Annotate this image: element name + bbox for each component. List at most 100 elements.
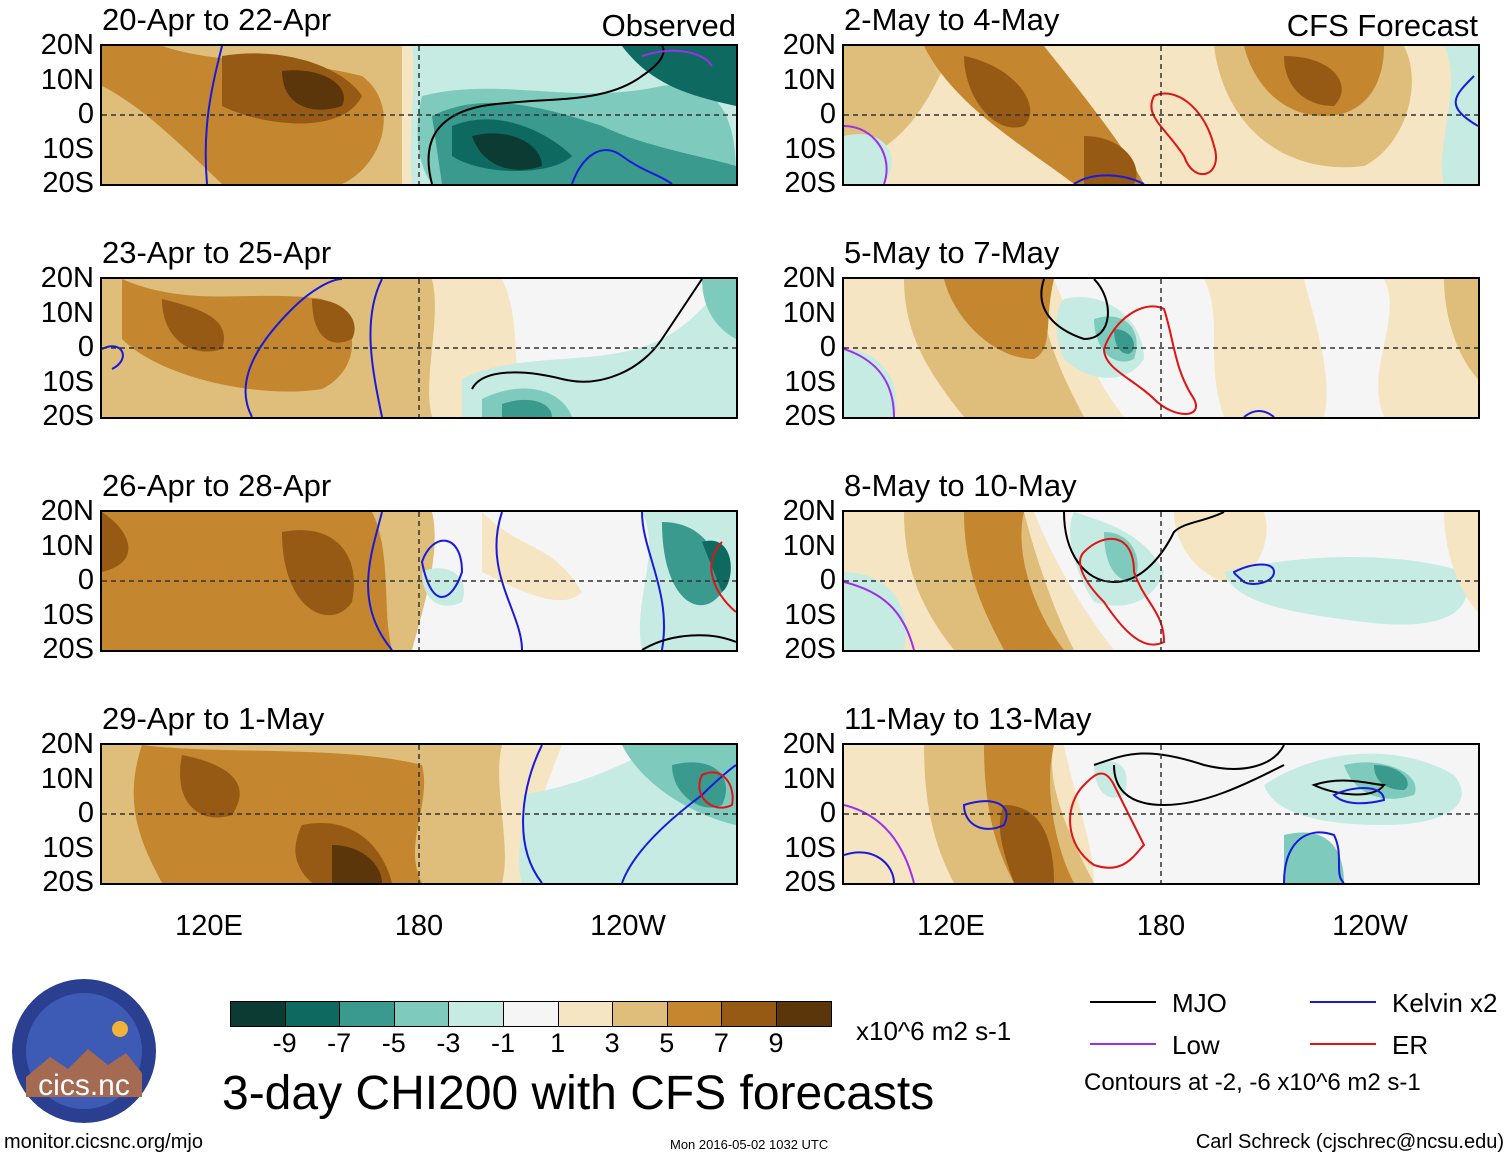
lat-label-right-row3-2: 10N (782, 530, 836, 562)
lat-label-right-row4-1: 20N (782, 728, 836, 760)
colorbar-units: x10^6 m2 s-1 (856, 1016, 1012, 1046)
lat-label-left-row3-3: 0 (77, 564, 94, 596)
lat-label-left-row2-2: 10N (40, 297, 94, 329)
lat-label-right-row4-2: 10N (782, 763, 836, 795)
map-panel-p3 (100, 510, 738, 652)
legend-line-low (1090, 1043, 1156, 1045)
legend-line-er (1310, 1043, 1376, 1045)
lat-label-right-row4-3: 0 (819, 797, 836, 829)
lat-label-left-row2-3: 0 (77, 331, 94, 363)
lon-label-right-120e: 120E (917, 910, 985, 942)
panel-title-p8: 11-May to 13-May (844, 701, 1092, 736)
map-panel-p5 (842, 44, 1480, 186)
cics-logo: cics.nc (10, 977, 158, 1125)
cics-logo-icon: cics.nc (12, 979, 156, 1123)
colorbar-swatch (557, 1001, 614, 1027)
lat-label-right-row2-3: 0 (819, 331, 836, 363)
lat-label-right-row1-1: 20N (782, 29, 836, 61)
legend-label-kelvin: Kelvin x2 (1392, 988, 1498, 1018)
colorbar-tick-label: 9 (768, 1028, 784, 1058)
footer-url: monitor.cicsnc.org/mjo (4, 1131, 203, 1153)
lat-label-right-row2-1: 20N (782, 262, 836, 294)
map-p4-svg (102, 745, 736, 883)
colorbar-tick-label: -3 (436, 1028, 461, 1058)
lat-label-right-row1-2: 10N (782, 64, 836, 96)
legend-line-kelvin (1310, 1001, 1376, 1003)
map-panel-p2 (100, 277, 738, 419)
lat-label-right-row3-4: 10S (784, 599, 836, 631)
lon-label-left-120e: 120E (175, 910, 243, 942)
colorbar-tick-label: -5 (381, 1028, 406, 1058)
colorbar-swatch (284, 1001, 341, 1027)
colorbar-swatch (776, 1001, 832, 1027)
footer-timestamp: Mon 2016-05-02 1032 UTC (670, 1137, 829, 1152)
legend-label-er: ER (1392, 1030, 1429, 1060)
legend-label-low: Low (1172, 1030, 1220, 1060)
colorbar-tick-label: -9 (272, 1028, 297, 1058)
lon-label-left-120w: 120W (590, 910, 666, 942)
colorbar-swatch (666, 1001, 723, 1027)
panel-title-p4: 29-Apr to 1-May (102, 701, 325, 736)
panel-title-p7: 8-May to 10-May (844, 468, 1077, 503)
colorbar-swatch (503, 1001, 559, 1027)
lat-label-left-row1-4: 10S (42, 133, 94, 165)
lon-label-right-120w: 120W (1332, 910, 1408, 942)
lat-label-left-row3-1: 20N (40, 495, 94, 527)
panel-title-p3: 26-Apr to 28-Apr (102, 468, 332, 503)
lat-label-right-row1-5: 20S (784, 167, 836, 199)
map-p1-svg (102, 46, 736, 184)
colorbar-swatch (612, 1001, 668, 1027)
lat-label-left-row4-4: 10S (42, 832, 94, 864)
map-p7-svg (844, 512, 1478, 650)
lat-label-left-row4-2: 10N (40, 763, 94, 795)
panel-title-p5: 2-May to 4-May (844, 2, 1060, 37)
lat-label-left-row4-1: 20N (40, 728, 94, 760)
lat-label-left-row1-3: 0 (77, 98, 94, 130)
colorbar-tick-label: 3 (604, 1028, 620, 1058)
panel-title-p1: 20-Apr to 22-Apr (102, 2, 332, 37)
lat-label-left-row2-5: 20S (42, 400, 94, 432)
lat-label-right-row4-4: 10S (784, 832, 836, 864)
main-title: 3-day CHI200 with CFS forecasts (222, 1067, 935, 1120)
lat-label-left-row1-2: 10N (40, 64, 94, 96)
colorbar-tick-label: -7 (327, 1028, 352, 1058)
map-p8-svg (844, 745, 1478, 883)
colorbar-tick-label: 7 (713, 1028, 729, 1058)
colorbar-swatch (721, 1001, 777, 1027)
lon-label-right-180: 180 (1136, 910, 1186, 942)
colorbar-swatch (448, 1001, 504, 1027)
lat-label-right-row2-5: 20S (784, 400, 836, 432)
lat-label-right-row1-4: 10S (784, 133, 836, 165)
map-panel-p8 (842, 743, 1480, 885)
lat-label-left-row1-1: 20N (40, 29, 94, 61)
panel-title-p2: 23-Apr to 25-Apr (102, 235, 332, 270)
logo-text: cics.nc (38, 1069, 130, 1102)
colorbar-swatch (339, 1001, 395, 1027)
map-panel-p7 (842, 510, 1480, 652)
map-p6-svg (844, 279, 1478, 417)
colorbar-swatch (393, 1001, 450, 1027)
colorbar-swatch (230, 1001, 286, 1027)
map-panel-p4 (100, 743, 738, 885)
lat-label-right-row3-1: 20N (782, 495, 836, 527)
lat-label-left-row3-5: 20S (42, 633, 94, 665)
lat-label-left-row2-4: 10S (42, 366, 94, 398)
lat-label-left-row1-5: 20S (42, 167, 94, 199)
lat-label-left-row4-3: 0 (77, 797, 94, 829)
lat-label-left-row2-1: 20N (40, 262, 94, 294)
forecast-tag: CFS Forecast (1286, 8, 1478, 43)
lat-label-left-row3-4: 10S (42, 599, 94, 631)
map-panel-p6 (842, 277, 1480, 419)
colorbar-tick-label: -1 (490, 1028, 515, 1058)
legend-line-mjo (1090, 1001, 1156, 1003)
map-p5-svg (844, 46, 1478, 184)
contour-note: Contours at -2, -6 x10^6 m2 s-1 (1084, 1069, 1421, 1096)
lat-label-left-row4-5: 20S (42, 866, 94, 898)
map-p2-svg (102, 279, 736, 417)
lat-label-right-row2-2: 10N (782, 297, 836, 329)
lat-label-right-row3-3: 0 (819, 564, 836, 596)
lat-label-right-row3-5: 20S (784, 633, 836, 665)
map-panel-p1 (100, 44, 738, 186)
lat-label-right-row4-5: 20S (784, 866, 836, 898)
colorbar-tick-label: 1 (550, 1028, 566, 1058)
